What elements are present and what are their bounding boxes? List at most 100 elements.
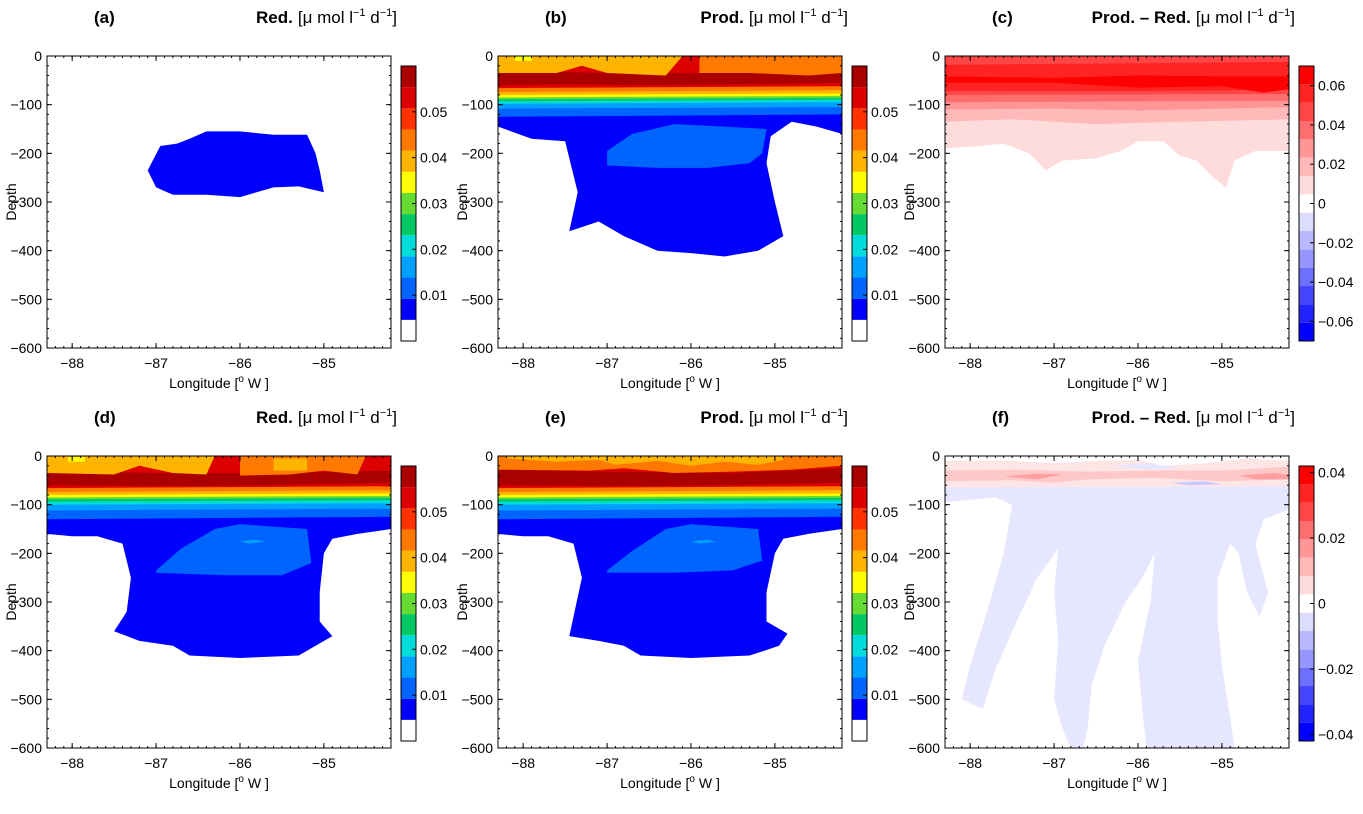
colorbar: −0.06 −0.04 −0.02 0 0.02 0.04 0.06 <box>1298 65 1354 342</box>
colorbar: 0.01 0.02 0.03 0.04 0.05 <box>400 465 447 742</box>
colorbar-swatch <box>1299 722 1314 741</box>
colorbar-swatch <box>401 129 416 151</box>
y-tick-label: −500 <box>10 291 42 307</box>
colorbar-label: 0.04 <box>1318 465 1345 481</box>
x-axis-title-tail: W ] <box>695 375 720 391</box>
x-tick-label: −85 <box>312 755 336 771</box>
panel-title-unit: μ <box>1201 408 1211 427</box>
colorbar-swatch <box>1299 322 1314 341</box>
panel-title-quantity: Prod. – Red. <box>1092 408 1191 427</box>
y-tick-label: −200 <box>461 145 493 161</box>
colorbar-swatch <box>852 571 867 593</box>
colorbar-swatch <box>1299 594 1314 613</box>
contour-region <box>691 539 717 544</box>
colorbar-swatch <box>1299 194 1314 213</box>
y-tick-label: 0 <box>485 48 493 64</box>
panel-title-unit: [ <box>298 8 303 27</box>
colorbar-label: 0.05 <box>420 504 447 520</box>
y-tick-label: 0 <box>932 48 940 64</box>
colorbar: 0.01 0.02 0.03 0.04 0.05 <box>851 465 898 742</box>
y-tick-label: −400 <box>908 243 940 259</box>
y-tick-label: −100 <box>461 497 493 513</box>
colorbar-swatch <box>852 487 867 509</box>
y-tick-label: −400 <box>10 643 42 659</box>
colorbar-label: 0.01 <box>420 287 447 303</box>
colorbar-swatch <box>1299 139 1314 158</box>
y-tick-label: −300 <box>10 594 42 610</box>
contour-region <box>699 56 842 76</box>
colorbar-swatch <box>401 571 416 593</box>
panel-title-unit: μ <box>1201 8 1211 27</box>
colorbar-swatch <box>1299 557 1314 576</box>
x-axis-title: Longitude [o W ] <box>169 374 269 391</box>
colorbar-swatch <box>852 677 867 699</box>
colorbar-swatch <box>1299 84 1314 103</box>
panel-title-quantity: Prod. – Red. <box>1092 8 1191 27</box>
colorbar-swatch <box>852 319 867 341</box>
y-tick-label: −200 <box>908 145 940 161</box>
y-axis-title: Depth <box>454 183 470 220</box>
colorbar-swatch <box>852 171 867 193</box>
colorbar-swatch <box>852 256 867 278</box>
panel-title-unit: [ <box>749 8 754 27</box>
colorbar-swatch <box>1299 576 1314 595</box>
panel-d: −88 −87 −86 −85 0 −100 −200 −300 −400 −500 −600 Lon… <box>3 407 447 791</box>
contour-region <box>147 131 324 198</box>
colorbar-swatch <box>401 508 416 530</box>
plot-area <box>47 56 391 348</box>
contour-region <box>1003 473 1063 480</box>
panel-letter: (a) <box>94 8 115 27</box>
colorbar-label: 0.05 <box>871 504 898 520</box>
panel-title-unit: μ <box>303 8 313 27</box>
contour-region <box>945 75 1289 93</box>
panel-title-unit: mol l <box>312 8 353 27</box>
colorbar-label: 0.02 <box>1318 530 1345 546</box>
panel-title-unit-sup: −1 <box>804 7 817 19</box>
panel-title-unit: ] <box>1290 408 1295 427</box>
colorbar-swatch <box>401 108 416 130</box>
contour-region <box>607 124 767 168</box>
colorbar-swatch <box>852 66 867 88</box>
colorbar-swatch <box>852 298 867 320</box>
colorbar-swatch <box>1299 484 1314 503</box>
x-axis-title: Longitude [o W ] <box>1067 774 1167 791</box>
x-axis-title-sup: o <box>1136 774 1142 785</box>
colorbar-swatch <box>852 656 867 678</box>
contour-region <box>47 470 391 487</box>
panel-title-unit: mol l <box>763 408 804 427</box>
x-axis-title: Longitude [o W ] <box>620 774 720 791</box>
panel-title-unit: mol l <box>763 8 804 27</box>
x-axis-title-tail: W ] <box>1142 375 1167 391</box>
contour-region <box>273 458 308 471</box>
panel-title: Prod. [μ mol l−1 d−1] <box>700 407 848 427</box>
y-tick-label: −300 <box>461 594 493 610</box>
colorbar-swatch <box>852 87 867 109</box>
x-tick-label: −85 <box>1210 355 1234 371</box>
colorbar-swatch <box>1299 102 1314 121</box>
colorbar-label: −0.04 <box>1318 726 1354 742</box>
y-tick-label: 0 <box>34 48 42 64</box>
colorbar-swatch <box>852 529 867 551</box>
contour-region <box>506 456 784 466</box>
x-tick-label: −87 <box>144 755 168 771</box>
y-axis-title: Depth <box>3 583 19 620</box>
panel-title-unit: ] <box>1290 8 1295 27</box>
contour-region <box>607 524 763 573</box>
contour-region <box>1112 463 1180 470</box>
panel-title-quantity: Prod. <box>700 8 743 27</box>
colorbar-label: 0.03 <box>871 596 898 612</box>
x-axis-title: Longitude [o W ] <box>169 774 269 791</box>
colorbar-label: 0.05 <box>871 104 898 120</box>
panel-title-unit: d <box>1264 408 1278 427</box>
y-tick-label: −500 <box>461 291 493 307</box>
colorbar-label: 0.04 <box>420 550 447 566</box>
x-axis-title: Longitude [o W ] <box>1067 374 1167 391</box>
panel-b: −88 −87 −86 −85 0 −100 −200 −300 −400 −500 −600 Lon… <box>454 7 898 391</box>
x-axis-title-tail: W ] <box>1142 775 1167 791</box>
panel-letter: (b) <box>545 8 567 27</box>
colorbar-swatch <box>1299 631 1314 650</box>
colorbar: −0.04 −0.02 0 0.02 0.04 <box>1298 465 1354 742</box>
y-tick-label: −100 <box>10 97 42 113</box>
y-tick-label: −600 <box>10 340 42 356</box>
y-tick-label: −100 <box>10 497 42 513</box>
